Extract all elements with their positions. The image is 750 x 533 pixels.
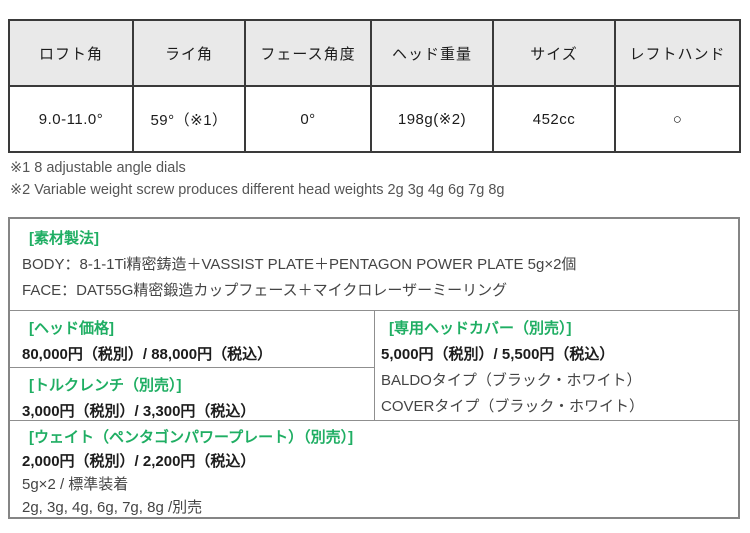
spec-header-lie: ライ角 [132,19,246,87]
section-material-title: [素材製法] [29,230,99,247]
material-body-line: BODY：8-1-1Ti精密鋳造＋VASSIST PLATE＋PENTAGON … [22,256,577,273]
section-head-cover: [専用ヘッドカバー（別売）] 5,000円（税別）/ 5,500円（税込） BA… [375,311,738,420]
spec-table: ロフト角 ライ角 フェース角度 ヘッド重量 サイズ レフトハンド 9.0-11.… [8,19,741,153]
spec-value-head-weight: 198g(※2) [370,85,494,153]
section-head-price-title: [ヘッド価格] [29,320,114,337]
spec-header-size: サイズ [492,19,616,87]
weight-optional-line: 2g, 3g, 4g, 6g, 7g, 8g /別売 [22,499,203,516]
spec-value-lie: 59°（※1） [132,85,246,153]
section-material: [素材製法] BODY：8-1-1Ti精密鋳造＋VASSIST PLATE＋PE… [10,219,738,310]
head-cover-type-baldo: BALDOタイプ（ブラック・ホワイト） [381,372,642,389]
spec-header-row: ロフト角 ライ角 フェース角度 ヘッド重量 サイズ レフトハンド [8,19,741,87]
spec-value-size: 452cc [492,85,616,153]
footnote-1: ※1 8 adjustable angle dials [10,160,186,176]
spec-header-face-angle: フェース角度 [244,19,372,87]
spec-header-loft: ロフト角 [8,19,134,87]
spec-value-left-hand: ○ [614,85,741,153]
price-column-left: [ヘッド価格] 80,000円（税別）/ 88,000円（税込） [トルクレンチ… [10,311,374,420]
spec-header-left-hand: レフトハンド [614,19,741,87]
footnotes: ※1 8 adjustable angle dials ※2 Variable … [10,157,748,201]
spec-value-row: 9.0-11.0° 59°（※1） 0° 198g(※2) 452cc ○ [8,85,741,153]
weight-standard-line: 5g×2 / 標準装着 [22,476,129,493]
material-face-line: FACE：DAT55G精密鍛造カップフェース＋マイクロレーザーミーリング [22,282,508,299]
spec-value-face-angle: 0° [244,85,372,153]
weight-price-value: 2,000円（税別）/ 2,200円（税込） [22,453,256,470]
price-column-right: [専用ヘッドカバー（別売）] 5,000円（税別）/ 5,500円（税込） BA… [374,311,738,420]
section-torque-wrench-title: [トルクレンチ（別売）] [29,377,182,394]
head-price-value: 80,000円（税別）/ 88,000円（税込） [22,346,273,363]
detail-box: [素材製法] BODY：8-1-1Ti精密鋳造＋VASSIST PLATE＋PE… [8,217,740,519]
head-cover-type-cover: COVERタイプ（ブラック・ホワイト） [381,398,645,415]
section-head-cover-title: [専用ヘッドカバー（別売）] [389,320,572,337]
torque-wrench-price-value: 3,000円（税別）/ 3,300円（税込） [22,403,256,420]
spec-value-loft: 9.0-11.0° [8,85,134,153]
spec-header-head-weight: ヘッド重量 [370,19,494,87]
section-head-price: [ヘッド価格] 80,000円（税別）/ 88,000円（税込） [10,311,374,367]
footnote-2: ※2 Variable weight screw produces differ… [10,182,505,198]
price-row: [ヘッド価格] 80,000円（税別）/ 88,000円（税込） [トルクレンチ… [10,310,738,420]
head-cover-price-value: 5,000円（税別）/ 5,500円（税込） [381,346,615,363]
section-weight: [ウェイト（ペンタゴンパワープレート）（別売）] 2,000円（税別）/ 2,2… [10,420,738,517]
section-weight-title: [ウェイト（ペンタゴンパワープレート）（別売）] [29,429,354,446]
section-torque-wrench: [トルクレンチ（別売）] 3,000円（税別）/ 3,300円（税込） [10,367,374,420]
